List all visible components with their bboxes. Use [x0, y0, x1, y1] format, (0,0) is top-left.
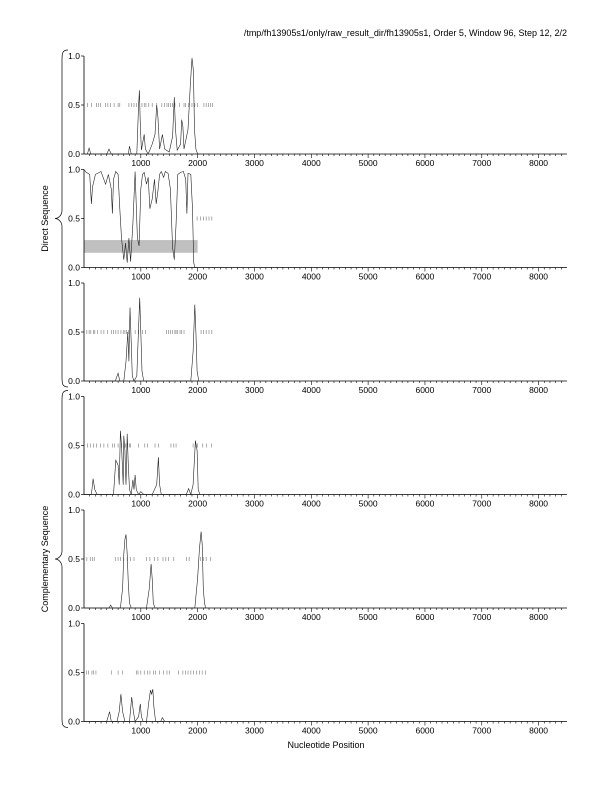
y-tick-label: 0.0 — [68, 263, 80, 273]
x-tick-label: 5000 — [359, 612, 378, 622]
y-tick-label: 0.5 — [68, 441, 80, 451]
x-tick-label: 3000 — [245, 272, 264, 282]
x-tick-label: 7000 — [472, 726, 491, 736]
threshold-band — [84, 240, 198, 253]
y-tick-label: 0.0 — [68, 490, 80, 500]
y-tick-label: 1.0 — [68, 51, 80, 61]
series-line — [84, 297, 201, 382]
group-label: Complementary Sequence — [40, 506, 50, 613]
x-tick-label: 5000 — [359, 385, 378, 395]
x-tick-label: 5000 — [359, 158, 378, 168]
series-line — [84, 689, 165, 723]
x-tick-label: 1000 — [131, 499, 150, 509]
y-tick-label: 0.5 — [68, 668, 80, 678]
x-tick-label: 1000 — [131, 385, 150, 395]
series-line — [84, 430, 201, 496]
panels: 0.0 0.5 1.0 1000 2000 3000 4000 5000 6000 7000 800… — [68, 51, 567, 736]
x-tick-label: 4000 — [302, 499, 321, 509]
x-tick-label: 1000 — [131, 612, 150, 622]
x-tick-label: 7000 — [472, 385, 491, 395]
y-tick-label: 1.0 — [68, 619, 80, 629]
x-tick-label: 6000 — [415, 385, 434, 395]
y-tick-label: 0.5 — [68, 327, 80, 337]
x-tick-label: 3000 — [245, 385, 264, 395]
series-line — [84, 531, 206, 609]
group-bracket — [54, 49, 69, 388]
panel-6: 0.0 0.5 1.0 1000 2000 3000 4000 5000 6000 7000 800… — [68, 619, 567, 736]
x-tick-label: 5000 — [359, 272, 378, 282]
panel-1: 0.0 0.5 1.0 1000 2000 3000 4000 5000 6000 7000 800… — [68, 51, 567, 168]
x-tick-label: 7000 — [472, 158, 491, 168]
x-tick-label: 2000 — [188, 158, 207, 168]
x-tick-label: 5000 — [359, 726, 378, 736]
series-line — [83, 169, 197, 268]
x-tick-label: 6000 — [415, 272, 434, 282]
x-tick-label: 5000 — [359, 499, 378, 509]
x-tick-label: 7000 — [472, 499, 491, 509]
group-2: Complementary Sequence — [40, 390, 69, 728]
panel-2: 0.0 0.5 1.0 1000 2000 3000 4000 5000 6000 7000 800… — [68, 165, 567, 282]
y-tick-label: 1.0 — [68, 392, 80, 402]
x-tick-label: 6000 — [415, 726, 434, 736]
x-tick-label: 2000 — [188, 272, 207, 282]
x-tick-label: 3000 — [245, 158, 264, 168]
y-tick-label: 0.5 — [68, 100, 80, 110]
x-tick-label: 6000 — [415, 158, 434, 168]
y-tick-label: 0.0 — [68, 603, 80, 613]
x-tick-label: 6000 — [415, 612, 434, 622]
panel-4: 0.0 0.5 1.0 1000 2000 3000 4000 5000 6000 7000 800… — [68, 392, 567, 509]
group-brackets: Direct Sequence Complementary Sequence — [40, 49, 69, 728]
panel-3: 0.0 0.5 1.0 1000 2000 3000 4000 5000 6000 7000 800… — [68, 278, 567, 395]
x-tick-label: 2000 — [188, 726, 207, 736]
x-tick-label: 8000 — [529, 726, 548, 736]
x-tick-label: 8000 — [529, 272, 548, 282]
y-tick-label: 0.0 — [68, 717, 80, 727]
y-tick-label: 1.0 — [68, 165, 80, 175]
x-tick-label: 7000 — [472, 272, 491, 282]
x-tick-label: 1000 — [131, 272, 150, 282]
y-tick-label: 1.0 — [68, 278, 80, 288]
x-tick-label: 3000 — [245, 499, 264, 509]
x-tick-label: 3000 — [245, 612, 264, 622]
x-tick-label: 8000 — [529, 499, 548, 509]
x-tick-label: 4000 — [302, 158, 321, 168]
series-line — [84, 57, 201, 155]
x-tick-label: 4000 — [302, 272, 321, 282]
x-tick-label: 1000 — [131, 726, 150, 736]
x-tick-label: 4000 — [302, 726, 321, 736]
figure-title: /tmp/fh13905s1/only/raw_result_dir/fh139… — [244, 28, 567, 38]
x-tick-label: 2000 — [188, 499, 207, 509]
x-tick-label: 4000 — [302, 612, 321, 622]
x-tick-label: 3000 — [245, 726, 264, 736]
x-tick-label: 2000 — [188, 612, 207, 622]
y-tick-label: 0.5 — [68, 214, 80, 224]
y-tick-label: 0.5 — [68, 554, 80, 564]
group-label: Direct Sequence — [40, 185, 50, 252]
panel-5: 0.0 0.5 1.0 1000 2000 3000 4000 5000 6000 7000 800… — [68, 505, 567, 622]
x-axis-label: Nucleotide Position — [287, 740, 364, 750]
x-tick-label: 2000 — [188, 385, 207, 395]
y-tick-label: 1.0 — [68, 505, 80, 515]
x-tick-label: 8000 — [529, 612, 548, 622]
x-tick-label: 8000 — [529, 158, 548, 168]
x-tick-label: 4000 — [302, 385, 321, 395]
x-tick-label: 7000 — [472, 612, 491, 622]
y-tick-label: 0.0 — [68, 149, 80, 159]
group-bracket — [54, 390, 69, 728]
y-tick-label: 0.0 — [68, 376, 80, 386]
x-tick-label: 8000 — [529, 385, 548, 395]
x-tick-label: 1000 — [131, 158, 150, 168]
x-tick-label: 6000 — [415, 499, 434, 509]
group-1: Direct Sequence — [40, 49, 69, 388]
